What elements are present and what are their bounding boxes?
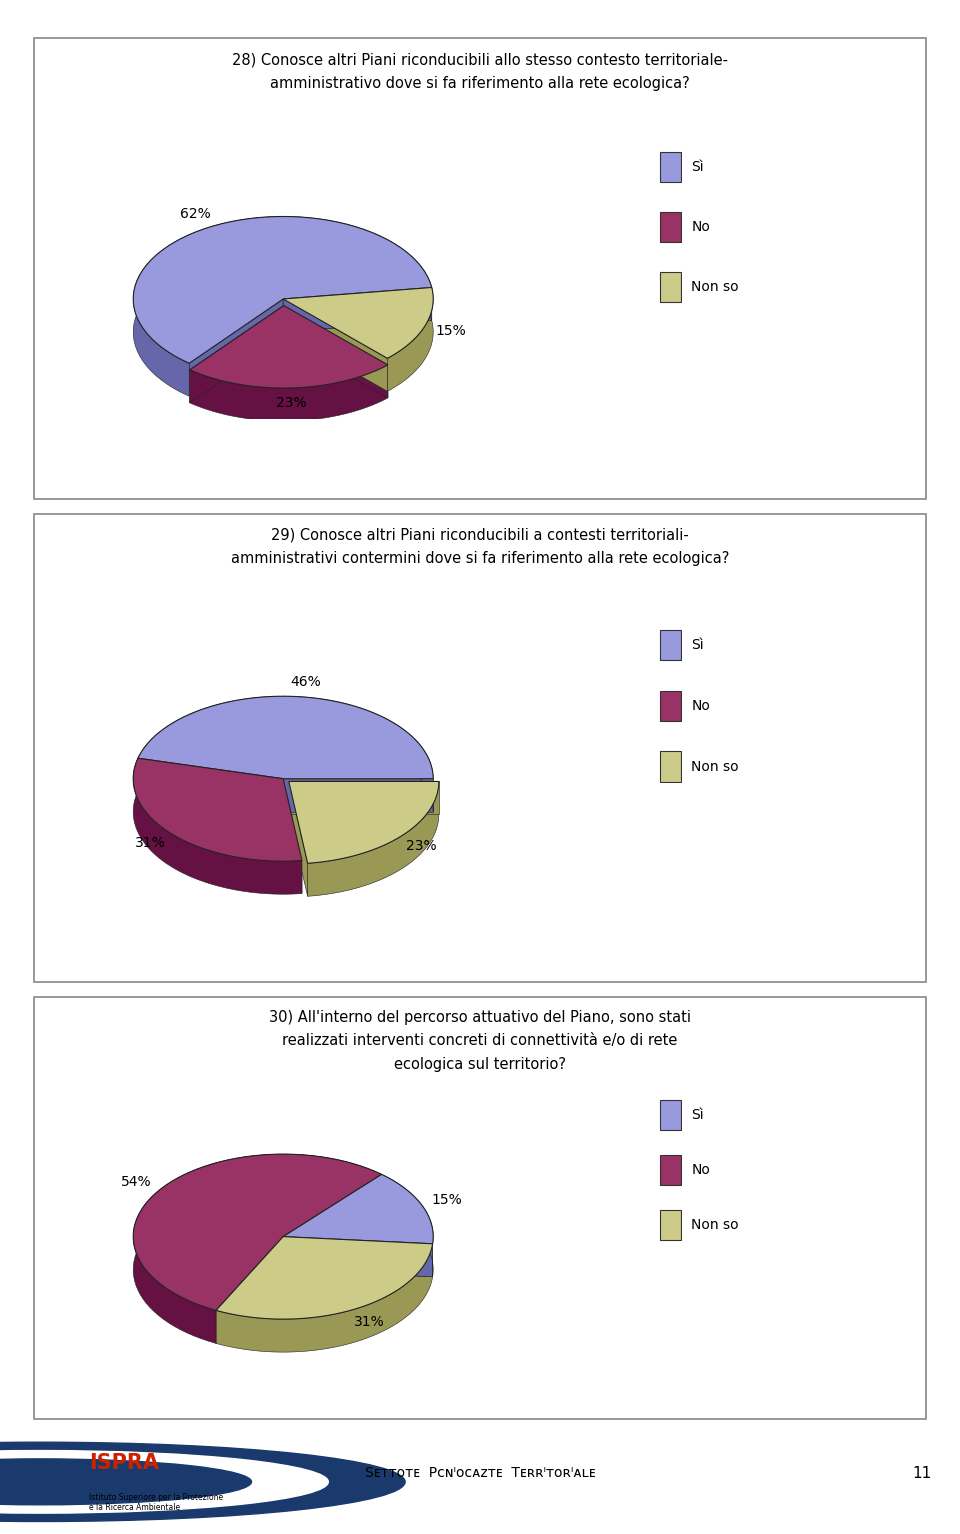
Polygon shape [283, 1175, 433, 1244]
Polygon shape [216, 1244, 433, 1351]
Text: 54%: 54% [121, 1175, 152, 1189]
Polygon shape [190, 305, 284, 403]
Text: Sᴇᴛᴛᴏᴛᴇ  Pᴄɴᴵᴏᴄᴀᴢᴛᴇ  Tᴇʀʀᴵᴛᴏʀᴵᴀʟᴇ: Sᴇᴛᴛᴏᴛᴇ Pᴄɴᴵᴏᴄᴀᴢᴛᴇ Tᴇʀʀᴵᴛᴏʀᴵᴀʟᴇ [365, 1467, 595, 1480]
Text: 29) Conosce altri Piani riconducibili a contesti territoriali-
amministrativi co: 29) Conosce altri Piani riconducibili a … [230, 528, 730, 566]
Polygon shape [284, 305, 388, 397]
Text: Non so: Non so [691, 1218, 739, 1232]
Text: 23%: 23% [276, 396, 307, 410]
Polygon shape [138, 696, 433, 811]
Text: Sì: Sì [691, 638, 704, 652]
Polygon shape [289, 781, 307, 896]
Text: Non so: Non so [691, 279, 739, 295]
Polygon shape [283, 779, 302, 894]
Polygon shape [283, 1175, 382, 1270]
Polygon shape [216, 1236, 433, 1319]
Polygon shape [307, 781, 439, 896]
Polygon shape [216, 1236, 283, 1344]
Polygon shape [133, 216, 432, 396]
Polygon shape [190, 305, 388, 388]
Text: Istituto Superiore per la Protezione
e la Ricerca Ambientale: Istituto Superiore per la Protezione e l… [89, 1493, 224, 1513]
Polygon shape [289, 781, 439, 815]
Text: No: No [691, 219, 710, 235]
Polygon shape [216, 1236, 283, 1344]
Polygon shape [133, 1154, 382, 1310]
Text: ISPRA: ISPRA [89, 1453, 159, 1473]
Polygon shape [133, 216, 432, 364]
Polygon shape [283, 287, 432, 331]
Circle shape [0, 1459, 252, 1505]
Polygon shape [190, 365, 388, 420]
Polygon shape [283, 299, 388, 391]
Text: Non so: Non so [691, 759, 739, 773]
Text: 31%: 31% [135, 836, 166, 850]
Polygon shape [289, 781, 439, 864]
Text: 15%: 15% [435, 324, 466, 337]
Text: 28) Conosce altri Piani riconducibili allo stesso contesto territoriale-
amminis: 28) Conosce altri Piani riconducibili al… [232, 52, 728, 91]
Text: 30) All'interno del percorso attuativo del Piano, sono stati
realizzati interven: 30) All'interno del percorso attuativo d… [269, 1009, 691, 1072]
Polygon shape [138, 758, 283, 811]
Polygon shape [138, 758, 283, 811]
Polygon shape [138, 696, 433, 779]
Polygon shape [133, 758, 302, 861]
Polygon shape [133, 758, 302, 894]
Text: No: No [691, 698, 710, 713]
Polygon shape [388, 287, 433, 391]
Polygon shape [283, 1236, 433, 1276]
Polygon shape [283, 1236, 433, 1276]
Polygon shape [283, 779, 433, 811]
Polygon shape [283, 1175, 382, 1270]
Polygon shape [133, 1154, 382, 1344]
Text: Sì: Sì [691, 160, 704, 175]
Text: 23%: 23% [406, 839, 437, 853]
Text: 46%: 46% [290, 675, 321, 689]
Circle shape [0, 1451, 328, 1513]
Polygon shape [382, 1175, 433, 1276]
Circle shape [0, 1442, 405, 1522]
Text: 11: 11 [912, 1467, 931, 1480]
Text: 15%: 15% [432, 1193, 463, 1207]
Text: 62%: 62% [180, 207, 211, 221]
Text: 31%: 31% [354, 1315, 385, 1328]
Polygon shape [283, 287, 433, 359]
Polygon shape [189, 299, 283, 396]
Text: Sì: Sì [691, 1108, 704, 1123]
Polygon shape [283, 287, 432, 331]
Text: No: No [691, 1163, 710, 1177]
